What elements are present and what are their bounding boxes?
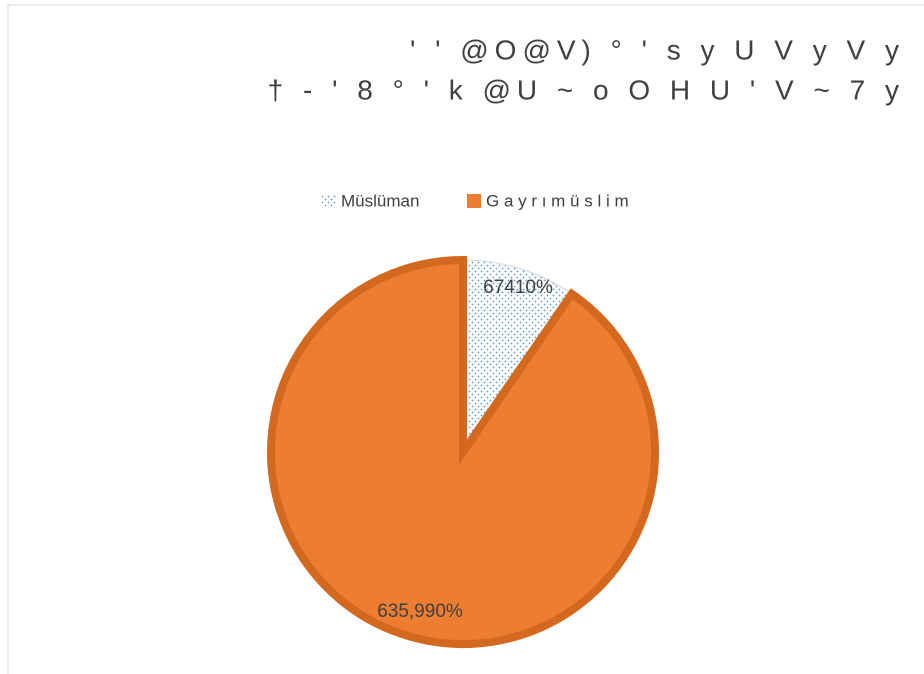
data-label: 67410% [483, 277, 553, 298]
legend-swatch [467, 194, 481, 208]
chart-title: ' ' @O@V) ° ' s y U V y V y [410, 34, 905, 65]
legend-label: G a y r ı m ü s l i m [486, 191, 629, 210]
legend-label: Müslüman [341, 191, 419, 210]
legend-swatch [322, 194, 336, 208]
pie-slice [267, 255, 659, 648]
data-label: 635,990% [377, 601, 463, 622]
pie-slice [462, 259, 573, 454]
chart-title: † - ' 8 ° ' k @U ~ o O H U ' V ~ 7 y [268, 74, 905, 105]
